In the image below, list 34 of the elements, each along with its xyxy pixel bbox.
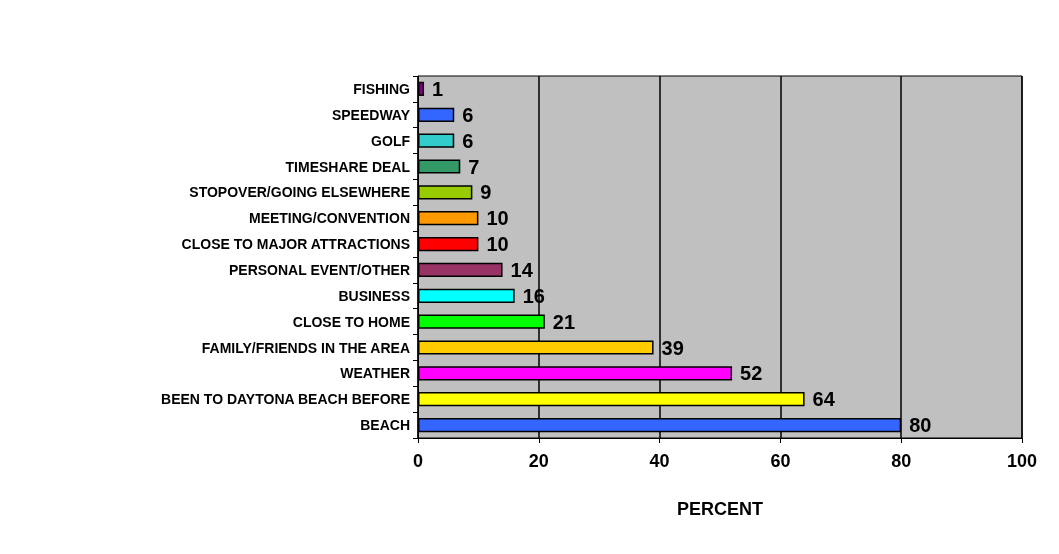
data-label: 9 <box>480 181 492 204</box>
data-label: 64 <box>812 388 836 411</box>
x-tick-label: 60 <box>770 451 791 471</box>
y-tick-label: BUSINESS <box>338 287 410 304</box>
x-axis-title: PERCENT <box>676 499 764 519</box>
data-label: 6 <box>462 129 474 152</box>
y-tick-label: PERSONAL EVENT/OTHER <box>229 261 410 278</box>
data-label: 39 <box>661 336 684 359</box>
data-label: 52 <box>740 362 763 385</box>
data-label: 6 <box>462 103 474 126</box>
x-tick-label: 80 <box>891 451 912 471</box>
x-tick-label: 100 <box>1006 451 1038 471</box>
x-tick-label: 0 <box>412 451 424 471</box>
y-tick-label: BEACH <box>360 417 410 434</box>
x-tick-label: 40 <box>649 451 670 471</box>
y-tick-label: MEETING/CONVENTION <box>248 210 410 227</box>
data-label: 10 <box>486 233 509 256</box>
y-tick-label: BEEN TO DAYTONA BEACH BEFORE <box>161 391 410 408</box>
data-label: 10 <box>486 207 509 230</box>
y-tick-label: CLOSE TO MAJOR ATTRACTIONS <box>181 236 410 253</box>
data-label: 7 <box>468 155 480 178</box>
y-tick-label: STOPOVER/GOING ELSEWHERE <box>189 184 410 201</box>
y-tick-label: FISHING <box>353 80 411 97</box>
data-label: 1 <box>432 77 444 100</box>
y-tick-label: TIMESHARE DEAL <box>285 158 411 175</box>
x-tick-label: 20 <box>528 451 549 471</box>
data-label: 80 <box>909 414 932 437</box>
y-tick-label: GOLF <box>371 132 411 149</box>
data-label: 21 <box>552 310 576 333</box>
y-tick-label: WEATHER <box>340 365 410 382</box>
data-label: 14 <box>510 258 534 281</box>
y-tick-label: CLOSE TO HOME <box>292 313 410 330</box>
y-tick-label: FAMILY/FRIENDS IN THE AREA <box>201 339 410 356</box>
y-tick-label: SPEEDWAY <box>331 106 411 123</box>
